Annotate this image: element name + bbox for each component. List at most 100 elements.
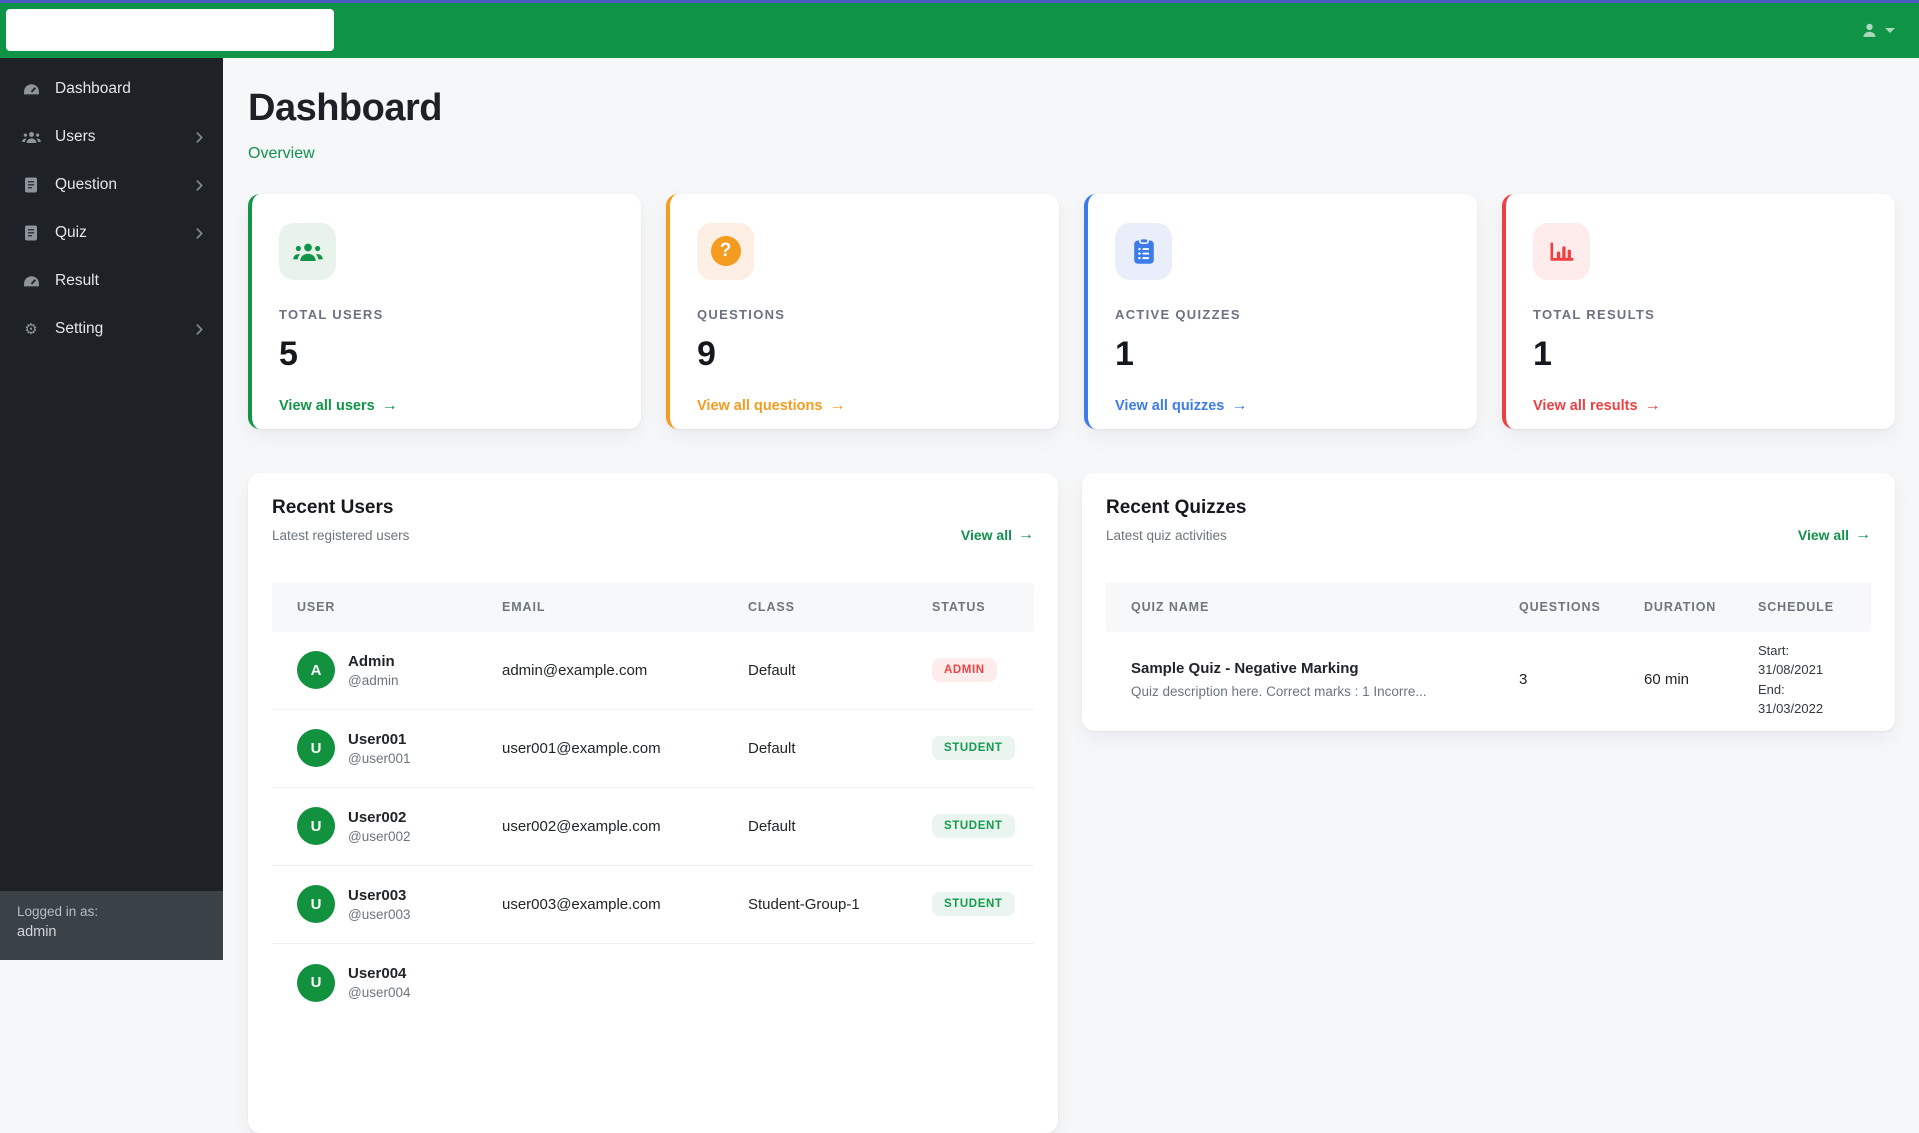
user-menu-button[interactable] (1861, 3, 1895, 58)
avatar: A (297, 651, 335, 690)
clipboard-list-icon (1115, 222, 1172, 280)
gauge-icon (20, 275, 42, 288)
panels-row: Recent Users Latest registered users Vie… (248, 472, 1895, 1133)
user-handle: @user003 (348, 906, 411, 922)
users-icon (20, 130, 42, 144)
user-class: Default (748, 739, 796, 757)
recent-quizzes-title: Recent Quizzes (1106, 496, 1247, 518)
view-all-quizzes-link[interactable]: View all quizzes → (1115, 396, 1248, 414)
table-row: A Admin @admin admin@example.com Default… (272, 632, 1034, 710)
arrow-right-icon: → (1644, 396, 1661, 414)
user-name: Admin (348, 652, 395, 670)
sidebar-item-label: Setting (55, 320, 104, 337)
avatar: U (297, 963, 335, 1002)
view-all-users-link[interactable]: View all users → (279, 396, 398, 414)
quiz-name: Sample Quiz - Negative Marking (1131, 660, 1359, 678)
avatar: U (297, 729, 335, 768)
chevron-right-icon (196, 227, 203, 239)
stat-value: 9 (697, 334, 716, 373)
table-row: U User003 @user003 user003@example.com S… (272, 866, 1034, 944)
sidebar: Dashboard Users Question Quiz (0, 58, 223, 960)
col-class: CLASS (748, 600, 795, 615)
sidebar-item-setting[interactable]: ⚙ Setting (0, 305, 223, 353)
table-row: U User002 @user002 user002@example.com D… (272, 788, 1034, 866)
user-class: Default (748, 817, 796, 835)
recent-quizzes-panel: Recent Quizzes Latest quiz activities Vi… (1082, 472, 1895, 731)
stat-card-total-results: TOTAL RESULTS 1 View all results → (1502, 193, 1895, 429)
bar-chart-icon (1533, 222, 1590, 280)
table-row: U User004 @user004 (272, 944, 1034, 1022)
view-all-questions-link[interactable]: View all questions → (697, 396, 846, 414)
status-badge: STUDENT (932, 814, 1015, 839)
logged-in-label: Logged in as: (17, 904, 99, 919)
sidebar-item-question[interactable]: Question (0, 161, 223, 209)
col-quiz-name: QUIZ NAME (1131, 600, 1210, 615)
sidebar-item-users[interactable]: Users (0, 113, 223, 161)
stat-value: 1 (1533, 334, 1552, 373)
sidebar-item-label: Users (55, 128, 96, 145)
col-user: USER (297, 600, 336, 615)
journal-icon (20, 177, 42, 193)
status-badge: STUDENT (932, 736, 1015, 761)
logged-in-username: admin (17, 924, 57, 940)
stat-label: ACTIVE QUIZZES (1115, 306, 1241, 322)
sidebar-item-dashboard[interactable]: Dashboard (0, 65, 223, 113)
recent-quizzes-view-all-link[interactable]: View all → (1797, 525, 1871, 543)
recent-quizzes-subtitle: Latest quiz activities (1106, 527, 1227, 543)
user-name: User003 (348, 886, 407, 904)
col-questions: QUESTIONS (1519, 600, 1601, 615)
sidebar-item-result[interactable]: Result (0, 257, 223, 305)
top-accent-strip (0, 0, 1919, 3)
arrow-right-icon: → (1231, 396, 1248, 414)
sidebar-item-label: Question (55, 176, 118, 193)
gauge-icon (20, 83, 42, 96)
user-email: user003@example.com (502, 895, 661, 913)
table-row: U User001 @user001 user001@example.com D… (272, 710, 1034, 788)
sidebar-item-label: Quiz (55, 224, 87, 241)
users-icon (279, 222, 336, 280)
top-navbar (0, 3, 1919, 58)
breadcrumb-overview-link[interactable]: Overview (248, 144, 315, 162)
recent-users-panel: Recent Users Latest registered users Vie… (248, 472, 1058, 1133)
user-name: User004 (348, 965, 407, 983)
caret-down-icon (1885, 28, 1895, 33)
arrow-right-icon: → (1855, 525, 1871, 543)
quizzes-table-header: QUIZ NAME QUESTIONS DURATION SCHEDULE (1106, 582, 1871, 632)
user-class: Default (748, 661, 796, 679)
arrow-right-icon: → (381, 396, 398, 414)
user-name: User002 (348, 808, 407, 826)
table-row: Sample Quiz - Negative Marking Quiz desc… (1106, 632, 1871, 728)
user-email: user001@example.com (502, 739, 661, 757)
stat-label: TOTAL USERS (279, 306, 384, 322)
arrow-right-icon: → (829, 396, 846, 414)
quiz-duration: 60 min (1644, 671, 1690, 689)
users-table-body: A Admin @admin admin@example.com Default… (272, 632, 1034, 1022)
chevron-right-icon (196, 179, 203, 191)
view-all-results-link[interactable]: View all results → (1533, 396, 1661, 414)
user-class: Student-Group-1 (748, 895, 860, 913)
quizzes-table-body: Sample Quiz - Negative Marking Quiz desc… (1106, 632, 1871, 728)
brand-box[interactable] (6, 9, 334, 51)
sidebar-item-quiz[interactable]: Quiz (0, 209, 223, 257)
person-icon (1861, 22, 1878, 39)
stat-card-total-users: TOTAL USERS 5 View all users → (248, 193, 641, 429)
stat-card-active-quizzes: ACTIVE QUIZZES 1 View all quizzes → (1084, 193, 1477, 429)
main-content: Dashboard Overview TOTAL USERS 5 View al… (223, 58, 1919, 1133)
sidebar-item-label: Dashboard (55, 80, 131, 97)
page-title: Dashboard (248, 87, 442, 129)
recent-users-view-all-link[interactable]: View all → (960, 525, 1034, 543)
col-status: STATUS (932, 600, 986, 615)
sidebar-item-label: Result (55, 272, 99, 289)
user-name: User001 (348, 730, 407, 748)
stat-cards-row: TOTAL USERS 5 View all users → ? QUESTION… (248, 193, 1895, 429)
logged-in-panel: Logged in as: admin (0, 891, 223, 960)
journal-icon (20, 225, 42, 241)
col-duration: DURATION (1644, 600, 1717, 615)
arrow-right-icon: → (1018, 525, 1034, 543)
recent-users-title: Recent Users (272, 496, 394, 518)
chevron-right-icon (196, 323, 203, 335)
col-schedule: SCHEDULE (1758, 600, 1834, 615)
status-badge: STUDENT (932, 892, 1015, 917)
col-email: EMAIL (502, 600, 546, 615)
stat-value: 1 (1115, 334, 1134, 373)
